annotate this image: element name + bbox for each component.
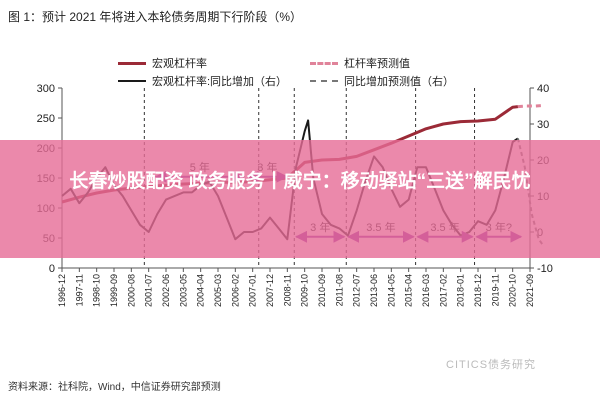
x-tick-label: 2021-09 bbox=[525, 274, 535, 307]
overlay-banner-text: 长春炒股配资 政务服务丨威宁：移动驿站“三送”解民忧 bbox=[69, 171, 531, 192]
x-tick-label: 2009-10 bbox=[300, 274, 310, 307]
y-left-tick-label: 300 bbox=[37, 83, 55, 95]
x-tick-label: 2007-01 bbox=[248, 274, 258, 307]
legend-swatch-yoy bbox=[118, 80, 146, 82]
x-tick-label: 2020-10 bbox=[508, 274, 518, 307]
x-tick-label: 1997-11 bbox=[74, 274, 84, 306]
x-tick-label: 1996-12 bbox=[57, 274, 67, 307]
x-tick-label: 2018-01 bbox=[456, 274, 466, 307]
x-tick-label: 2013-06 bbox=[369, 274, 379, 307]
y-right-tick-label: 30 bbox=[537, 119, 549, 131]
y-left-tick-label: 0 bbox=[49, 263, 55, 275]
source-note: 资料来源：社科院，Wind，中信证券研究部预测 bbox=[8, 382, 221, 393]
x-tick-label: 2003-05 bbox=[178, 274, 188, 307]
x-tick-label: 2006-02 bbox=[230, 274, 240, 307]
legend-label-leverage: 宏观杠杆率 bbox=[152, 58, 207, 70]
overlay-banner bbox=[0, 140, 600, 258]
figure-title: 图 1：预计 2021 年将进入本轮债务周期下行阶段（%） bbox=[8, 10, 303, 24]
x-tick-label: 1998-10 bbox=[92, 274, 102, 307]
x-tick-label: 2002-06 bbox=[161, 274, 171, 307]
x-tick-label: 2014-05 bbox=[386, 274, 396, 307]
x-tick-label: 2001-07 bbox=[144, 274, 154, 307]
legend-swatch-yoy-forecast bbox=[310, 80, 338, 82]
x-tick-label: 2017-02 bbox=[438, 274, 448, 307]
x-tick-label: 2007-12 bbox=[265, 274, 275, 307]
x-tick-label: 2019-11 bbox=[490, 274, 500, 306]
x-tick-label: 2015-04 bbox=[404, 274, 414, 307]
x-tick-label: 2016-03 bbox=[421, 274, 431, 307]
x-tick-label: 2011-08 bbox=[334, 274, 344, 306]
y-right-tick-label: 40 bbox=[537, 83, 549, 95]
x-tick-label: 2018-12 bbox=[473, 274, 483, 307]
y-right-tick-label: -10 bbox=[537, 263, 553, 275]
x-tick-label: 2008-11 bbox=[282, 274, 292, 306]
x-tick-label: 2004-04 bbox=[196, 274, 206, 307]
legend-label-yoy: 宏观杠杆率:同比增加（右） bbox=[152, 76, 288, 88]
x-tick-label: 1999-09 bbox=[109, 274, 119, 307]
x-tick-label: 2012-07 bbox=[352, 274, 362, 307]
x-tick-label: 2005-03 bbox=[213, 274, 223, 307]
watermark: CITICS债务研究 bbox=[446, 359, 537, 371]
y-left-tick-label: 250 bbox=[37, 113, 55, 125]
legend-swatch-leverage bbox=[118, 62, 146, 65]
x-tick-label: 2010-09 bbox=[317, 274, 327, 307]
legend-swatch-leverage-forecast bbox=[310, 62, 338, 65]
series-line-1 bbox=[517, 103, 545, 109]
x-tick-label: 2000-08 bbox=[126, 274, 136, 307]
legend-label-leverage-forecast: 杠杆率预测值 bbox=[344, 58, 410, 70]
legend-label-yoy-forecast: 同比增加预测值（右） bbox=[344, 76, 454, 88]
